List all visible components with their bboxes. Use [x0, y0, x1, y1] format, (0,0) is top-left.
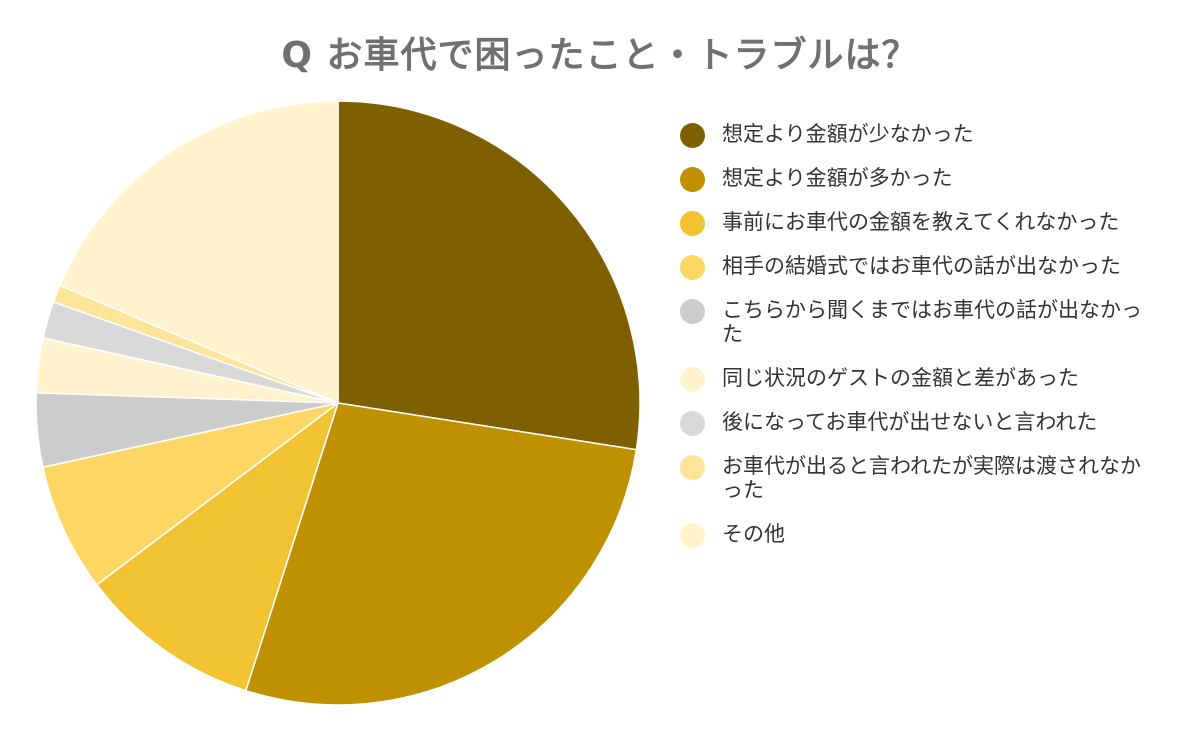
- legend-label: 想定より金額が少なかった: [722, 122, 974, 146]
- legend-label: 相手の結婚式ではお車代の話が出なかった: [722, 254, 1121, 278]
- legend-item-4: 相手の結婚式ではお車代の話が出なかった: [680, 254, 1160, 280]
- legend-item-6: 同じ状況のゲストの金額と差があった: [680, 366, 1160, 392]
- legend-label: 想定より金額が多かった: [722, 166, 953, 190]
- legend-item-2: 想定より金額が多かった: [680, 166, 1160, 192]
- legend-item-5: こちらから聞くまではお車代の話が出なかった: [680, 298, 1160, 346]
- legend-swatch: [680, 123, 705, 148]
- legend-label: その他: [722, 522, 785, 546]
- legend-swatch: [680, 255, 705, 280]
- legend-item-3: 事前にお車代の金額を教えてくれなかった: [680, 210, 1160, 236]
- legend-item-1: 想定より金額が少なかった: [680, 122, 1160, 148]
- legend: 想定より金額が少なかった 想定より金額が多かった事前にお車代の金額を教えてくれなか…: [680, 122, 1160, 566]
- pie-slice-2: [244, 402, 638, 706]
- chart-title: Q お車代で困ったこと・トラブルは？: [281, 35, 919, 76]
- legend-swatch: [680, 299, 705, 324]
- legend-label: 後になってお車代が出せないと言われた: [722, 410, 1098, 434]
- legend-swatch: [680, 167, 705, 192]
- legend-item-7: 後になってお車代が出せないと言われた: [680, 410, 1160, 436]
- legend-label: お車代が出ると言われたが実際は渡されなかった: [722, 454, 1141, 502]
- pie-slices: [35, 100, 641, 706]
- legend-swatch: [680, 367, 705, 392]
- legend-swatch: [680, 411, 705, 436]
- pie-slice-1: [337, 100, 641, 451]
- pie-slice-9: [58, 100, 339, 405]
- legend-label: 同じ状況のゲストの金額と差があった: [722, 366, 1079, 390]
- pie-chart: [35, 100, 641, 706]
- legend-item-9: その他: [680, 522, 1160, 548]
- legend-item-8: お車代が出ると言われたが実際は渡されなかった: [680, 454, 1160, 502]
- legend-swatch: [680, 523, 705, 548]
- pie-slice-3: [95, 400, 340, 692]
- legend-swatch: [680, 211, 705, 236]
- legend-swatch: [680, 455, 705, 480]
- legend-label: こちらから聞くまではお車代の話が出なかった: [722, 298, 1142, 346]
- legend-label: 事前にお車代の金額を教えてくれなかった: [722, 210, 1120, 234]
- pie-slice-4: [42, 402, 339, 586]
